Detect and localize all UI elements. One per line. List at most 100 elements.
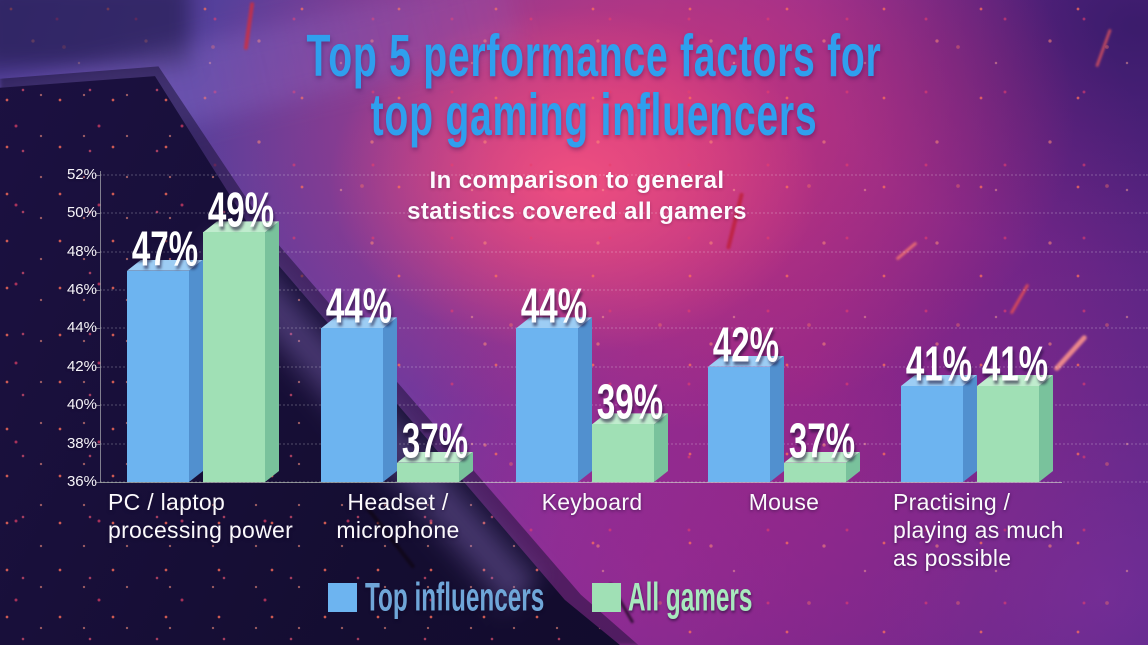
gridline [100,173,1148,176]
x-axis-category-line: microphone [336,517,460,543]
y-axis-tickmark [95,366,100,368]
bar-all-gamers-practising [977,375,1053,482]
bar-face-top [321,317,397,329]
bar-face-side [265,221,279,482]
bar-top-influencers-pc [127,259,203,482]
bar-face-front [127,270,189,482]
bar-face-front [203,232,265,482]
legend-swatch-all-gamers [592,583,621,612]
bar-value-label: 41% [905,336,973,392]
bar-value-label: 41% [981,336,1049,392]
y-axis-tickmark [95,213,100,215]
bar-all-gamers-headset [397,451,473,482]
bar-face-top [516,317,592,329]
gridline [100,289,1148,291]
bar-face-side [963,375,977,482]
gridline [100,404,1148,407]
legend-label-all-gamers: All gamers [628,576,753,620]
x-axis-category-line: Keyboard [541,489,643,515]
bar-top-influencers-headset [321,317,397,482]
background-dark-corner [0,0,190,68]
x-axis-category-line: Mouse [748,489,820,515]
page-subtitle-line2: statistics covered all gamers [407,198,747,225]
x-axis-category-line: playing as much [893,517,1064,543]
x-axis-category-line: Practising / [893,489,1011,515]
y-axis-tick-label: 36% [66,473,97,490]
legend-label-top-influencers: Top influencers [365,576,545,620]
legend-swatch-top-influencers [328,583,357,612]
bar-value-label: 44% [325,278,393,334]
y-axis-tickmark [95,290,100,291]
bar-value-label: 37% [401,412,469,468]
bar-face-side [383,317,397,482]
y-axis-tickmark [95,174,100,176]
bar-face-front [397,462,459,482]
y-axis-tickmark [95,251,100,253]
x-axis-category-label: Practising / playing as much as possible [893,488,1133,572]
bar-face-top [127,259,203,271]
gridline [100,327,1148,330]
y-axis-tick-label: 52% [66,165,97,183]
bar-value-label: 47% [131,220,199,276]
bar-all-gamers-pc [203,221,279,482]
bar-face-front [784,462,846,482]
x-axis-category-line: as possible [893,545,1012,571]
gridline [100,365,1148,368]
y-axis-tick-label: 42% [66,357,97,375]
page-subtitle-line1: In comparison to general [429,167,725,194]
page-title-line2: top gaming influencers [370,81,818,148]
y-axis-tick-label: 40% [66,396,97,414]
bar-top-influencers-mouse [708,355,784,482]
x-axis-category-label: Mouse [684,488,884,516]
page-title: Top 5 performance factors for top gaming… [40,22,1148,148]
bar-face-top [784,451,860,463]
y-axis-tickmark [95,328,100,330]
x-axis-category-line: PC / laptop [108,489,226,515]
gridline [100,212,1148,215]
bar-face-front [321,328,383,482]
bar-face-side [770,356,784,482]
y-axis-tick-label: 50% [66,204,97,222]
y-axis-line [100,170,101,482]
y-axis-tickmark [95,482,100,483]
bar-value-label: 37% [788,412,856,468]
x-axis-category-label: Keyboard [492,488,692,516]
x-axis-baseline [100,482,1062,483]
bar-face-front [977,386,1039,482]
bar-value-label: 42% [712,316,780,372]
gridline [100,250,1148,253]
bar-face-front [592,424,654,482]
bar-all-gamers-keyboard [592,413,668,482]
y-axis-tick-label: 46% [66,281,97,298]
bar-face-top [901,375,977,386]
bar-face-top [708,355,784,367]
page-title-line1: Top 5 performance factors for [306,22,882,89]
bar-value-label: 49% [207,182,275,238]
y-axis-tickmark [95,405,100,407]
bar-top-influencers-practising [901,375,977,482]
bar-all-gamers-mouse [784,451,860,482]
bar-value-label: 39% [596,374,664,430]
y-axis-tick-label: 38% [66,434,97,452]
bar-face-side [1039,375,1053,482]
x-axis-category-line: processing power [108,517,294,543]
y-axis-tick-label: 44% [66,319,97,337]
bar-face-top [203,221,279,233]
bar-face-front [901,386,963,482]
x-axis-category-label: Headset / microphone [298,488,498,544]
x-axis-category-label: PC / laptop processing power [108,488,368,544]
page-subtitle: In comparison to general statistics cove… [277,165,877,227]
bar-face-side [578,317,592,482]
bar-face-top [592,413,668,425]
x-axis-category-line: Headset / [347,489,449,515]
bar-face-top [977,375,1053,386]
bar-face-front [516,328,578,482]
bar-face-side [654,413,668,482]
bar-face-top [397,451,473,463]
y-axis-tickmark [95,443,100,445]
bar-top-influencers-keyboard [516,317,592,482]
bar-face-side [189,260,203,482]
